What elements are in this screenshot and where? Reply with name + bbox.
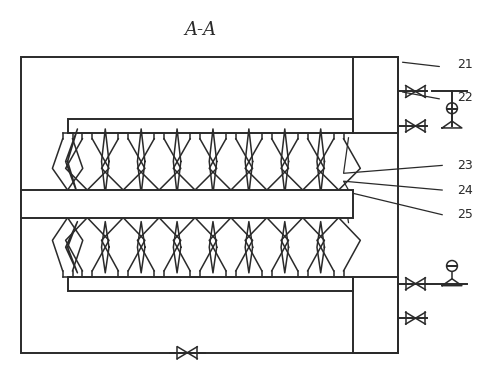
Bar [68, 119, 354, 133]
Text: A-A: A-A [185, 21, 217, 39]
Text: 25: 25 [457, 208, 473, 221]
Bar [21, 190, 354, 217]
Text: 24: 24 [457, 183, 473, 197]
Bar [354, 57, 398, 133]
Text: 22: 22 [457, 91, 473, 104]
Bar [21, 57, 398, 353]
Text: 23: 23 [457, 159, 473, 172]
Bar [68, 277, 354, 291]
Bar [354, 277, 398, 353]
Text: 21: 21 [457, 58, 473, 71]
